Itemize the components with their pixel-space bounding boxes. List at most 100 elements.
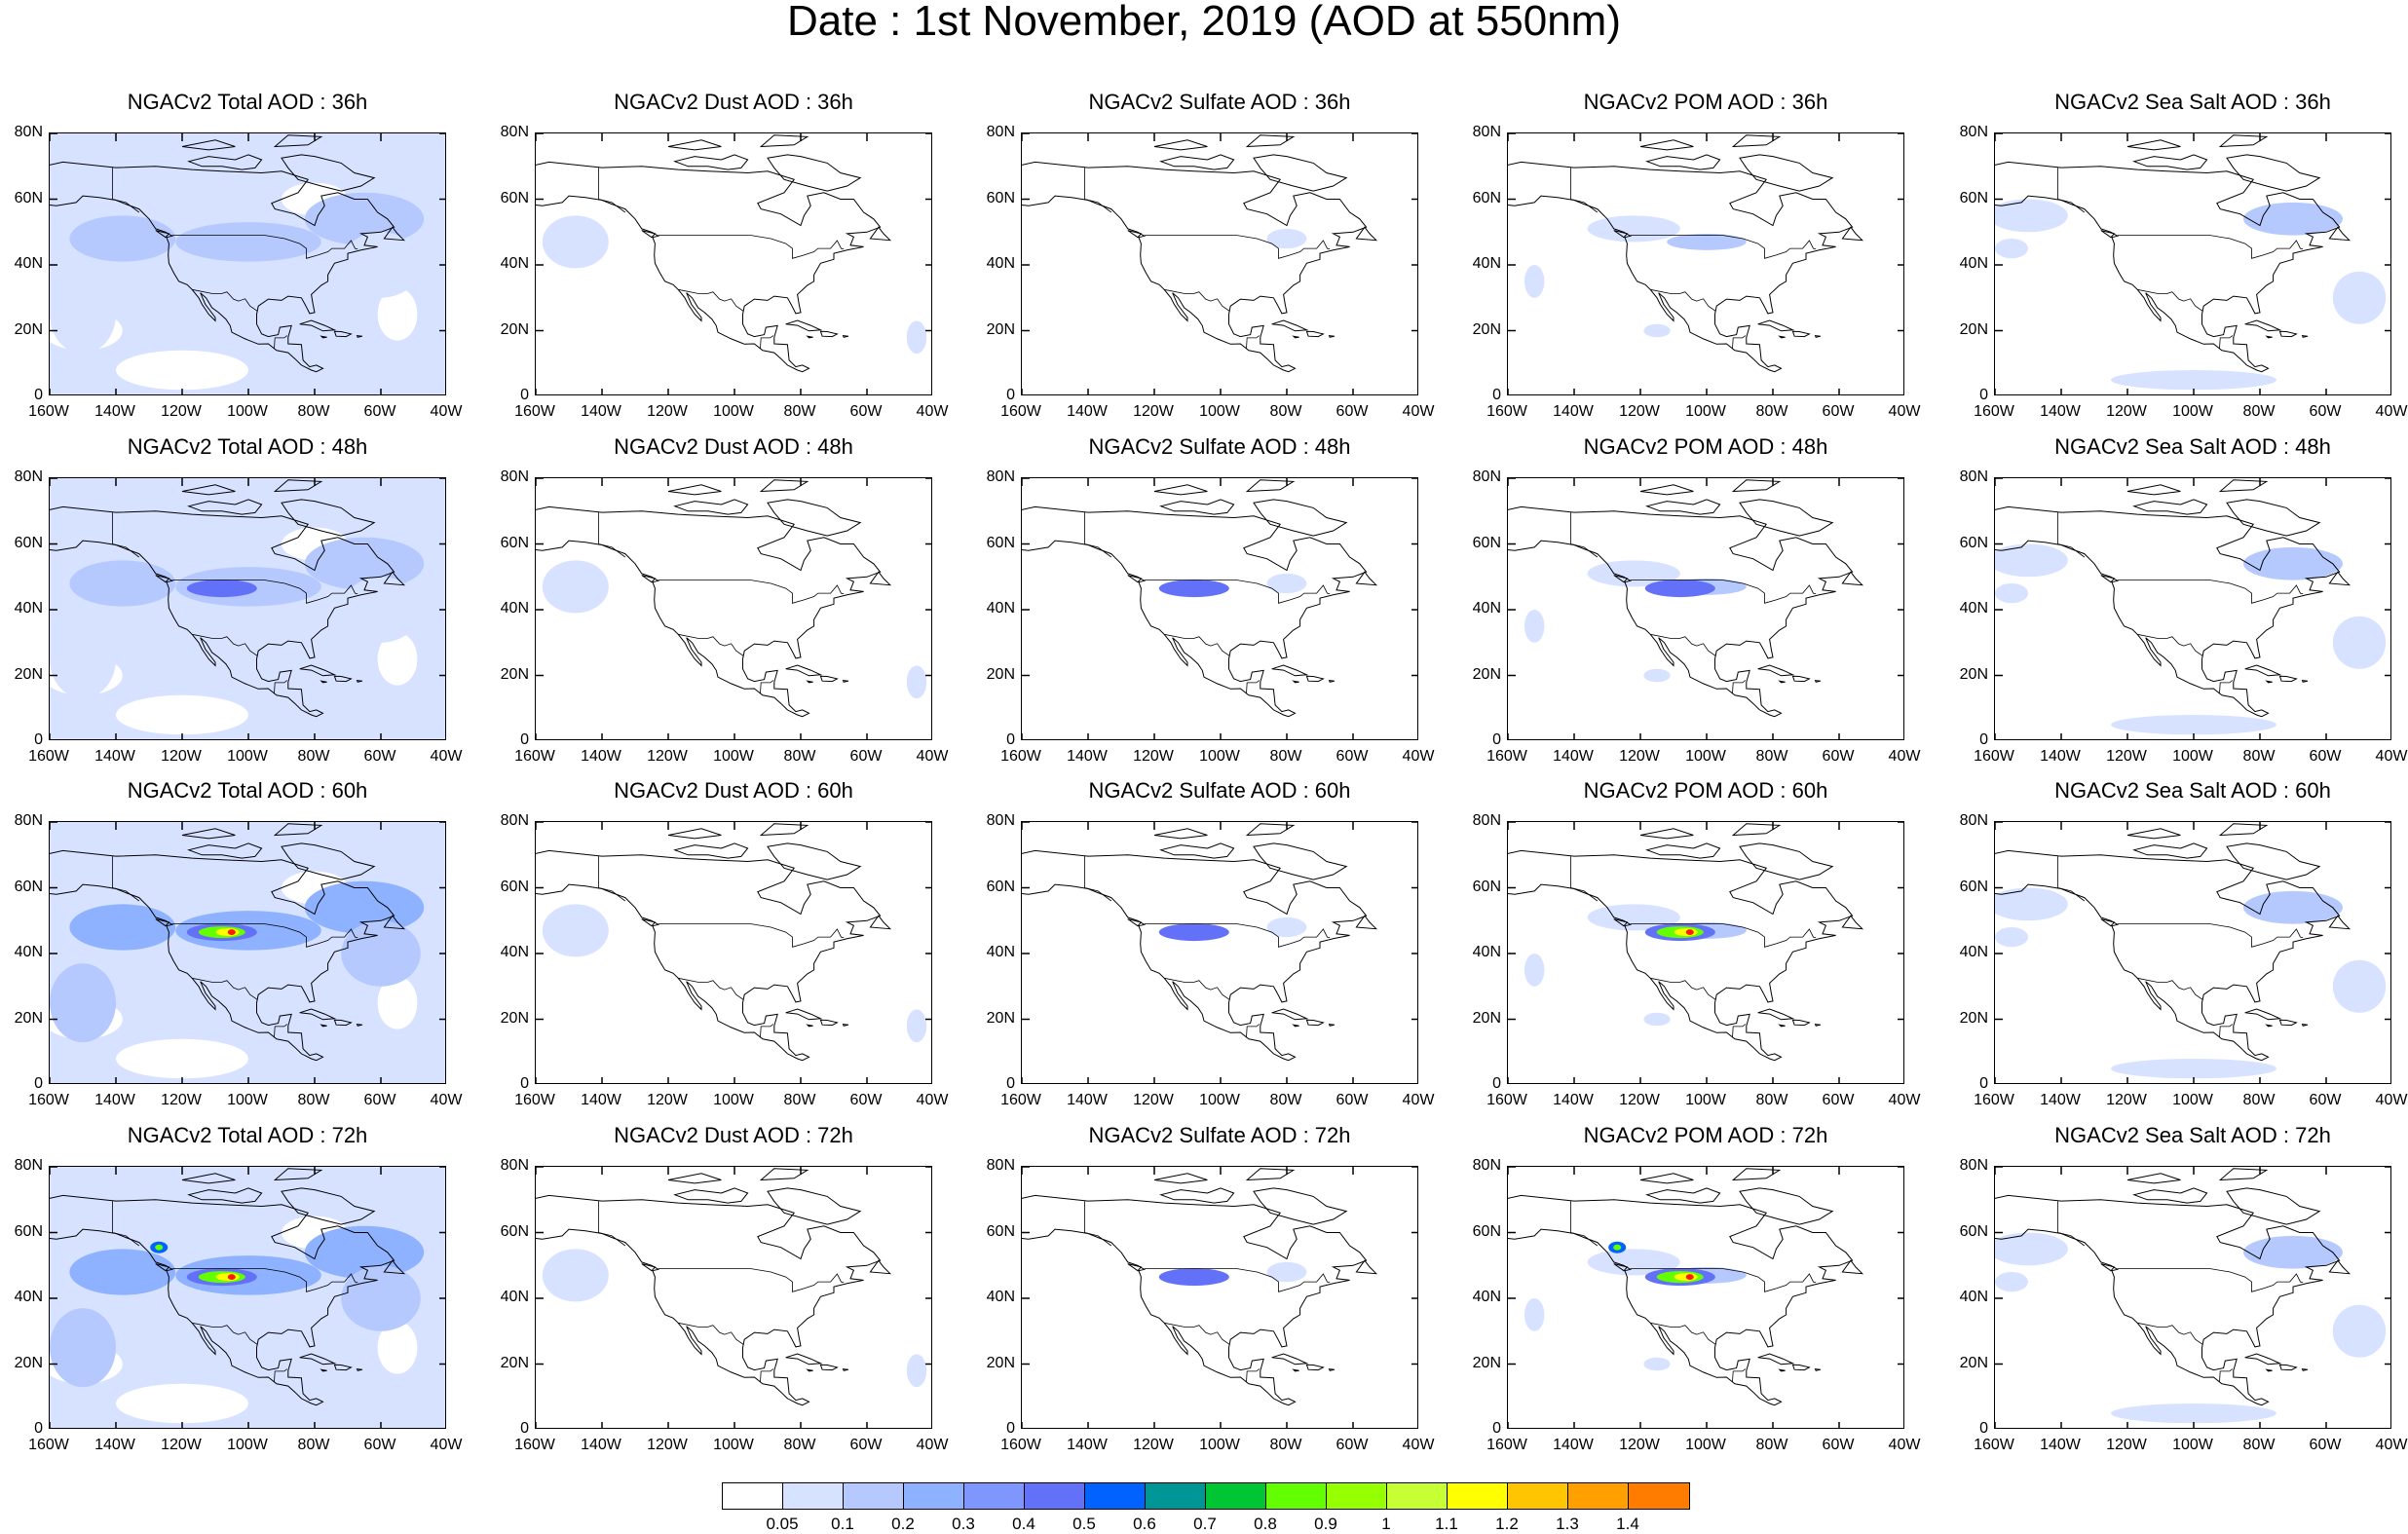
- lon-label: 100W: [227, 748, 268, 765]
- coastline: [50, 1194, 395, 1406]
- coastline: [1841, 226, 1864, 242]
- coastline: [320, 1024, 327, 1028]
- coastline: [1328, 680, 1336, 683]
- figure-title: Date : 1st November, 2019 (AOD at 550nm): [787, 0, 1621, 45]
- coastline: [356, 680, 363, 683]
- lon-label: 160W: [514, 403, 555, 420]
- coastline: [383, 571, 406, 586]
- lat-label: 40N: [986, 600, 1015, 617]
- coastline: [2301, 1368, 2309, 1371]
- country-border: [598, 543, 626, 558]
- lat-label: 0: [34, 731, 43, 748]
- coastline: [1153, 484, 1208, 496]
- coastline: [281, 1187, 376, 1225]
- map-svg: [1995, 133, 2390, 394]
- coastline: [2132, 842, 2208, 859]
- lat-label: 20N: [1959, 320, 1988, 338]
- lat-label: 80N: [1472, 468, 1501, 485]
- lat-label: 80N: [500, 812, 529, 829]
- lat-label: 0: [1492, 1420, 1501, 1437]
- coastline: [1639, 1173, 1694, 1184]
- aod-shaded-region: [69, 215, 176, 262]
- lon-label: 140W: [94, 1437, 135, 1453]
- smoke-plume-max: [227, 1274, 236, 1281]
- lon-label: 160W: [28, 403, 69, 420]
- coastline: [759, 134, 809, 148]
- country-border: [1732, 1368, 1747, 1383]
- lon-label: 80W: [297, 403, 330, 420]
- map-svg: [1022, 822, 1417, 1083]
- coastline: [1305, 675, 1325, 683]
- country-border: [192, 288, 258, 312]
- lat-label: 20N: [500, 665, 529, 683]
- lat-label: 80N: [14, 1157, 43, 1174]
- lat-label: 40N: [1959, 944, 1988, 960]
- lat-label: 0: [1979, 387, 1988, 403]
- lat-label: 20N: [1959, 1354, 1988, 1371]
- lon-label: 100W: [227, 1437, 268, 1453]
- lon-label: 100W: [1199, 1437, 1240, 1453]
- lat-label: 40N: [500, 1289, 529, 1305]
- country-border: [192, 977, 258, 1000]
- coastline: [320, 1368, 327, 1372]
- lat-label: 0: [1979, 1420, 1988, 1437]
- lon-label: 100W: [1685, 1092, 1726, 1108]
- lon-label: 40W: [430, 403, 463, 420]
- coastline: [356, 335, 363, 338]
- coastline: [819, 330, 839, 338]
- coastline: [1778, 1024, 1786, 1028]
- lat-label: 20N: [1472, 1009, 1501, 1027]
- smoke-plume: [1158, 1268, 1229, 1287]
- coastline: [767, 499, 862, 537]
- lon-label: 160W: [1000, 1437, 1041, 1453]
- lon-label: 60W: [1822, 748, 1855, 765]
- coastline: [673, 842, 749, 859]
- coastline: [1022, 505, 1368, 718]
- coastline: [155, 1263, 170, 1272]
- panel-title: NGACv2 Total AOD : 48h: [127, 434, 368, 459]
- coastline: [1159, 499, 1235, 515]
- lon-label: 40W: [1888, 1092, 1921, 1108]
- aod-shaded-region: [542, 904, 609, 957]
- coastline: [806, 680, 813, 684]
- map-panel-total-60h: [49, 821, 446, 1084]
- map-panel-pom-72h: [1507, 1166, 1904, 1429]
- coastline: [1127, 575, 1143, 583]
- lon-label: 40W: [916, 1437, 949, 1453]
- country-border: [1650, 977, 1716, 1000]
- map-panel-seasalt-36h: [1994, 132, 2391, 395]
- lat-label: 20N: [1472, 320, 1501, 338]
- coastline: [1253, 154, 1348, 192]
- map-panel-seasalt-48h: [1994, 477, 2391, 740]
- lat-label: 80N: [1472, 812, 1501, 829]
- lat-label: 40N: [1959, 1289, 1988, 1305]
- panel-title: NGACv2 Dust AOD : 48h: [614, 434, 853, 459]
- country-border: [1570, 543, 1599, 558]
- coastline: [2328, 1259, 2352, 1275]
- coastline: [667, 139, 722, 151]
- country-border: [274, 1368, 288, 1383]
- lat-label: 20N: [1472, 1354, 1501, 1371]
- country-border: [112, 199, 140, 213]
- clean-air-region: [377, 1321, 418, 1374]
- lon-label: 120W: [647, 403, 688, 420]
- aod-shaded-region: [341, 577, 421, 643]
- country-border: [678, 977, 744, 1000]
- coastline: [2218, 1168, 2269, 1181]
- aod-shaded-region: [341, 1265, 421, 1331]
- coastline: [1355, 1259, 1378, 1275]
- coastline: [1613, 918, 1629, 927]
- panel-title: NGACv2 Sulfate AOD : 48h: [1088, 434, 1351, 459]
- panel-title: NGACv2 Sulfate AOD : 36h: [1088, 90, 1351, 114]
- coastline: [1613, 575, 1629, 583]
- coastline: [785, 664, 823, 677]
- lat-label: 20N: [14, 320, 43, 338]
- lon-label: 100W: [713, 1437, 754, 1453]
- country-border: [598, 887, 626, 902]
- panel-title: NGACv2 Sea Salt AOD : 48h: [2054, 434, 2331, 459]
- coastline: [767, 1187, 862, 1225]
- coastline: [1814, 335, 1822, 338]
- country-border: [760, 1368, 774, 1383]
- aod-shaded-region: [1643, 323, 1671, 338]
- lon-label: 140W: [581, 748, 621, 765]
